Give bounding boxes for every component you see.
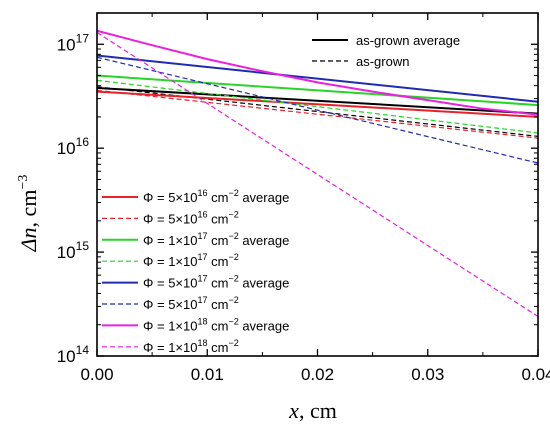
y-tick-label: 1014 [57,343,90,366]
x-tick-label: 0.01 [191,365,224,384]
x-tick-label: 0.04 [521,365,550,384]
legend-label: Φ = 1×1017 cm−2 average [143,231,289,248]
series-line-6 [96,54,539,103]
legend-label: Φ = 1×1018 cm−2 [143,338,239,355]
y-tick-label: 1016 [57,135,90,158]
legend-label: Φ = 1×1018 cm−2 average [143,316,289,333]
legend-label: Φ = 1×1017 cm−2 [143,252,239,269]
series-line-0 [96,86,539,115]
legend-bottom-left: Φ = 5×1016 cm−2 average Φ = 5×1016 cm−2 Φ … [102,188,289,355]
legend-top-right: as-grown average as-grown [312,33,460,69]
y-axis-unit: , cm [16,190,41,228]
x-axis-label: x, cm [288,398,337,423]
series-line-9 [96,31,539,317]
legend-label: Φ = 5×1016 cm−2 average [143,188,289,205]
y-tick-label: 1015 [57,239,90,262]
x-axis-var: x [288,398,299,423]
axis-ticks [96,13,539,357]
series-line-5 [96,79,539,134]
y-axis-unit-exp: −3 [16,175,31,190]
y-axis-var: Δn [16,227,41,252]
x-axis-unit: , cm [299,398,337,423]
legend-label: Φ = 5×1017 cm−2 [143,295,239,312]
x-tick-label: 0.02 [301,365,334,384]
legend-label: Φ = 5×1016 cm−2 [143,209,239,226]
plot-series-group [96,29,539,317]
legend-label: Φ = 5×1017 cm−2 average [143,274,289,291]
y-tick-label: 1017 [57,31,90,54]
series-line-3 [96,89,539,139]
series-line-4 [96,74,539,107]
tick-labels: 0.00 0.01 0.02 0.03 0.04 1014 1015 1016 1017 [57,31,550,384]
series-line-2 [96,90,539,118]
legend-label: as-grown [356,54,409,69]
y-axis-label: Δn, cm−3 [16,175,41,253]
series-line-7 [96,56,539,164]
series-line-8 [96,29,539,116]
x-tick-label: 0.03 [411,365,444,384]
x-tick-label: 0.00 [80,365,113,384]
legend-label: as-grown average [356,33,460,48]
